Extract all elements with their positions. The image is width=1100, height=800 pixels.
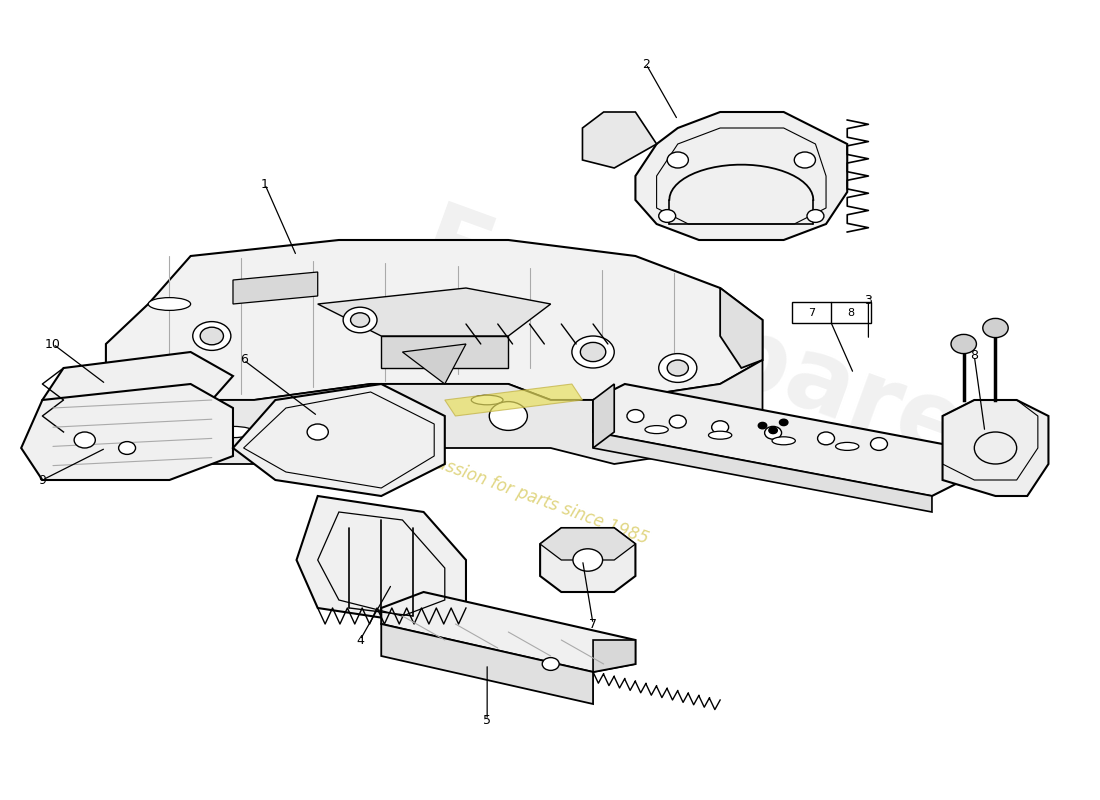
Circle shape: [616, 418, 654, 446]
Text: 10: 10: [45, 338, 60, 350]
Text: 9: 9: [39, 474, 46, 486]
Polygon shape: [593, 384, 614, 448]
Circle shape: [769, 427, 778, 434]
Text: a passion for parts since 1985: a passion for parts since 1985: [408, 445, 650, 547]
Circle shape: [627, 410, 644, 422]
Polygon shape: [540, 528, 636, 560]
Polygon shape: [233, 272, 318, 304]
Text: 7: 7: [808, 308, 815, 318]
Polygon shape: [403, 344, 466, 384]
Circle shape: [74, 432, 96, 448]
Polygon shape: [593, 432, 932, 512]
Circle shape: [982, 318, 1009, 338]
Ellipse shape: [772, 437, 795, 445]
Circle shape: [343, 307, 377, 333]
Circle shape: [669, 415, 686, 428]
Circle shape: [490, 402, 527, 430]
Ellipse shape: [212, 426, 254, 438]
Text: 4: 4: [356, 634, 364, 646]
Polygon shape: [233, 384, 444, 496]
Circle shape: [668, 152, 689, 168]
Ellipse shape: [148, 298, 190, 310]
Text: 7: 7: [590, 618, 597, 630]
Ellipse shape: [645, 426, 669, 434]
Text: Eurospares: Eurospares: [406, 198, 1034, 506]
Polygon shape: [540, 528, 636, 592]
Circle shape: [817, 432, 835, 445]
Bar: [792, 302, 870, 323]
Circle shape: [572, 336, 614, 368]
Ellipse shape: [708, 431, 732, 439]
Circle shape: [659, 210, 675, 222]
Polygon shape: [593, 384, 964, 496]
Circle shape: [807, 210, 824, 222]
Circle shape: [542, 658, 559, 670]
Circle shape: [758, 422, 767, 429]
Polygon shape: [583, 112, 657, 168]
Text: 3: 3: [865, 294, 872, 306]
Circle shape: [119, 442, 135, 454]
Polygon shape: [21, 384, 233, 480]
Circle shape: [952, 334, 977, 354]
Polygon shape: [43, 352, 233, 416]
Circle shape: [870, 438, 888, 450]
Polygon shape: [297, 496, 466, 624]
Text: 8: 8: [970, 350, 978, 362]
Text: 5: 5: [483, 714, 492, 726]
Polygon shape: [943, 400, 1048, 496]
Text: 6: 6: [240, 354, 248, 366]
Circle shape: [668, 360, 689, 376]
Polygon shape: [106, 360, 762, 464]
Text: 1: 1: [261, 178, 268, 190]
Circle shape: [712, 421, 728, 434]
Polygon shape: [593, 640, 636, 672]
Circle shape: [581, 342, 606, 362]
Polygon shape: [636, 112, 847, 240]
Circle shape: [573, 549, 603, 571]
Circle shape: [351, 313, 370, 327]
Text: 2: 2: [642, 58, 650, 70]
Ellipse shape: [471, 395, 503, 405]
Text: 8: 8: [847, 308, 855, 318]
Circle shape: [192, 322, 231, 350]
Circle shape: [307, 424, 328, 440]
Polygon shape: [106, 240, 762, 400]
Polygon shape: [444, 384, 583, 416]
Polygon shape: [382, 592, 636, 672]
Polygon shape: [382, 336, 508, 368]
Circle shape: [200, 327, 223, 345]
Circle shape: [764, 426, 782, 439]
Ellipse shape: [836, 442, 859, 450]
Circle shape: [659, 354, 696, 382]
Circle shape: [794, 152, 815, 168]
Circle shape: [780, 419, 788, 426]
Polygon shape: [720, 288, 762, 368]
Polygon shape: [382, 624, 593, 704]
Polygon shape: [318, 288, 551, 336]
